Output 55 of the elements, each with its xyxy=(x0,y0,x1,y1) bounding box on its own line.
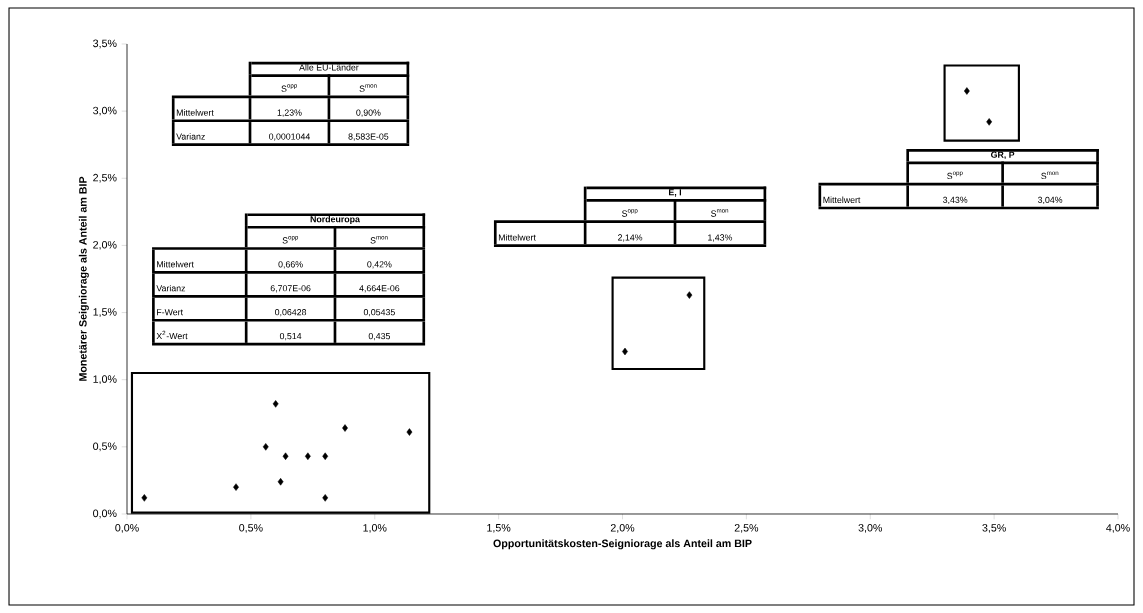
annotation: S$^{opp}$ xyxy=(947,171,963,180)
y-tick-label: 3,5% xyxy=(93,39,117,49)
x-tick-label: 0,5% xyxy=(239,524,263,533)
y-tick-label: 0,0% xyxy=(93,509,117,519)
annotation: Varianz xyxy=(156,284,186,292)
annotation: 0,0001044 xyxy=(269,133,311,141)
annotation: S$^{mon}$ xyxy=(370,236,388,244)
x-tick-label: 3,5% xyxy=(982,524,1006,533)
x-tick-label: 4,0% xyxy=(1106,524,1130,533)
annotation: 0,435 xyxy=(368,332,391,341)
annotation: E, I xyxy=(668,189,682,197)
annotation: X$^{2}$-Wert xyxy=(156,330,188,340)
annotation: 1,43% xyxy=(708,234,733,242)
x-axis-title: Opportunitätskosten-Seigniorage als Anteil am BIP xyxy=(493,539,752,550)
annotation: S$^{opp}$ xyxy=(281,84,297,92)
x-tick-label: 3,0% xyxy=(858,524,883,533)
annotation: GR, P xyxy=(991,151,1015,160)
x-tick-label: 2,5% xyxy=(734,524,759,533)
annotation: 0,06428 xyxy=(275,309,307,317)
annotation: Alle EU-Länder xyxy=(299,64,359,71)
x-tick-label: 1,0% xyxy=(363,524,387,533)
x-tick-label: 1,5% xyxy=(487,524,511,533)
y-tick-label: 0,5% xyxy=(93,442,117,452)
annotation: 0,90% xyxy=(356,109,381,117)
annotation: 0,514 xyxy=(279,332,302,341)
annotation: 3,43% xyxy=(943,196,968,205)
annotation: 8,583E-05 xyxy=(348,133,389,141)
y-tick-label: 3,0% xyxy=(93,106,117,116)
annotation: 1,23% xyxy=(277,109,302,117)
y-tick-label: 1,0% xyxy=(93,375,117,385)
annotation: Varianz xyxy=(176,133,205,140)
x-tick-label: 0,0% xyxy=(115,524,139,533)
annotation: 0,42% xyxy=(367,261,392,269)
annotation: Mittelwert xyxy=(498,234,536,241)
annotation: 2,14% xyxy=(618,234,643,242)
annotation: 0,05435 xyxy=(363,309,395,317)
annotation: S$^{opp}$ xyxy=(282,236,299,244)
annotation: 3,04% xyxy=(1037,196,1063,205)
annotation: Mittelwert xyxy=(157,260,194,268)
annotation: S$^{mon}$ xyxy=(711,209,729,217)
annotation: F-Wert xyxy=(157,309,183,316)
annotation: 0,66% xyxy=(278,261,303,269)
y-tick-label: 2,0% xyxy=(93,241,117,250)
annotation: Mittelwert xyxy=(823,196,861,203)
annotation: Mittelwert xyxy=(176,109,214,116)
x-tick-label: 2,0% xyxy=(610,524,635,533)
y-tick-label: 1,5% xyxy=(93,308,117,317)
annotation: S$^{mon}$ xyxy=(359,84,377,92)
y-tick-label: 2,5% xyxy=(93,173,117,183)
y-axis-title: Monetärer Seigniorage als Anteil am BIP xyxy=(78,176,89,381)
annotation: S$^{opp}$ xyxy=(622,209,638,217)
annotation: 6,707E-06 xyxy=(270,285,311,293)
annotation: S$^{mon}$ xyxy=(1041,171,1059,180)
annotation: Nordeuropa xyxy=(310,215,360,225)
annotation: 4,664E-06 xyxy=(359,285,400,293)
